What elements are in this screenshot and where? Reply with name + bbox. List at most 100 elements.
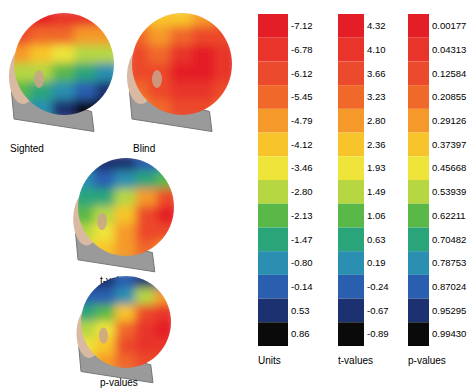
map-cell (136, 188, 159, 208)
color-bar: 0.001770.043130.125840.208550.291260.373… (408, 14, 466, 366)
map-cell (135, 338, 157, 357)
tick-label: 0.00177 (432, 20, 466, 31)
color-swatch (408, 133, 429, 157)
tick-label: 0.53939 (432, 186, 466, 197)
map-cell (115, 321, 137, 340)
map-cell (74, 63, 98, 83)
map-area (8, 8, 120, 120)
tick-label: 0.86 (291, 328, 310, 339)
tick-label: 0.45668 (432, 162, 466, 173)
map-cell (74, 45, 98, 65)
tick-label: 0.29126 (432, 115, 466, 126)
tick-label: -0.24 (367, 281, 389, 292)
color-swatch (338, 322, 364, 346)
map-cell (170, 100, 194, 120)
map-cells (72, 153, 180, 261)
color-swatch (408, 299, 429, 323)
map-cell (52, 100, 76, 120)
map-cell (93, 241, 116, 261)
map-cell (126, 26, 150, 46)
tick-label: 4.10 (367, 44, 386, 55)
map-cell (157, 188, 180, 208)
map-cell (155, 305, 177, 324)
tick-label: -5.45 (291, 91, 313, 102)
map-cell (155, 354, 177, 373)
tick-label: -0.80 (291, 257, 313, 268)
map-cell (148, 8, 172, 28)
tick-label: -0.89 (367, 328, 389, 339)
map-cell (72, 188, 95, 208)
map-cell (135, 321, 157, 340)
map-area (72, 153, 180, 261)
map-cell (8, 26, 32, 46)
map-cell (96, 63, 120, 83)
color-swatch (258, 251, 288, 275)
map-cell (170, 63, 194, 83)
color-bar: -7.12-6.78-6.12-5.45-4.79-4.12-3.46-2.80… (258, 14, 313, 366)
head-map (76, 272, 177, 383)
color-bar-title: t-values (338, 355, 373, 366)
color-swatch (408, 251, 429, 275)
color-swatch (408, 85, 429, 109)
map-cell (126, 63, 150, 83)
map-cell (148, 100, 172, 120)
head-map (126, 8, 238, 132)
map-cell (115, 338, 137, 357)
map-cell (155, 321, 177, 340)
color-swatch (338, 251, 364, 275)
color-swatch (258, 109, 288, 133)
map-cell (214, 45, 238, 65)
map-title: p-values (100, 377, 138, 388)
map-cell (8, 81, 32, 101)
map-cell (74, 26, 98, 46)
map-cell (95, 305, 117, 324)
map-area (126, 8, 238, 120)
map-cell (192, 26, 216, 46)
map-cell (148, 26, 172, 46)
map-cell (8, 100, 32, 120)
head-map (8, 8, 120, 132)
color-swatch (338, 156, 364, 180)
tick-label: 0.20855 (432, 91, 466, 102)
map-cell (52, 45, 76, 65)
map-cell (8, 45, 32, 65)
map-cell (114, 171, 137, 191)
tick-label: -7.12 (291, 20, 313, 31)
map-cell (170, 26, 194, 46)
map-cell (192, 100, 216, 120)
map-cell (76, 354, 98, 373)
color-swatch (258, 299, 288, 323)
map-cell (52, 8, 76, 28)
tick-label: 1.06 (367, 210, 386, 221)
tick-label: 3.23 (367, 91, 386, 102)
tick-label: -1.47 (291, 234, 313, 245)
tick-label: 0.62211 (432, 210, 466, 221)
map-cell (114, 188, 137, 208)
color-swatch (408, 322, 429, 346)
map-cell (148, 45, 172, 65)
tick-label: 0.87024 (432, 281, 466, 292)
map-cell (76, 338, 98, 357)
color-swatch (258, 227, 288, 251)
tick-label: -0.14 (291, 281, 313, 292)
tick-label: -2.13 (291, 210, 313, 221)
tick-label: 1.93 (367, 162, 386, 173)
tick-label: 0.12584 (432, 68, 466, 79)
map-cell (135, 354, 157, 373)
tick-label: 2.80 (367, 115, 386, 126)
ear (97, 213, 107, 230)
map-cell (155, 338, 177, 357)
map-cell (76, 321, 98, 340)
map-cell (96, 26, 120, 46)
color-swatch (338, 227, 364, 251)
map-cell (76, 305, 98, 324)
tick-label: 0.19 (367, 257, 386, 268)
map-cell (126, 45, 150, 65)
map-cells (76, 272, 177, 373)
map-cell (95, 272, 117, 291)
color-bar-title: Units (258, 355, 281, 366)
map-cell (93, 188, 116, 208)
map-cell (52, 26, 76, 46)
tick-label: -6.12 (291, 68, 313, 79)
map-cell (126, 81, 150, 101)
